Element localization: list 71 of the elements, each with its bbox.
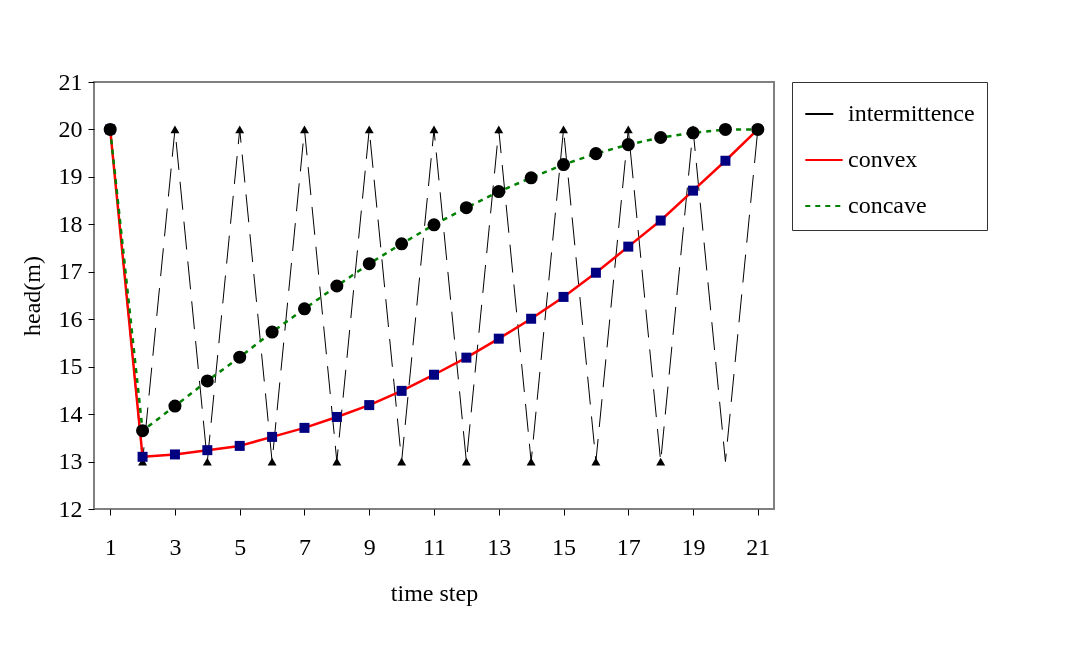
legend-label: intermittence [848,100,975,126]
point [234,440,245,451]
point [364,400,375,411]
point [686,126,700,140]
point [267,431,278,442]
y-axis-title: head(m) [18,256,45,336]
point [429,369,439,380]
y-tick-label: 16 [58,305,83,332]
point [200,374,214,388]
point [751,122,765,136]
x-tick-label: 19 [681,533,706,560]
point [168,399,182,413]
point [654,131,668,145]
y-tick-label: 14 [58,400,83,427]
y-tick-label: 18 [58,210,83,237]
point [137,451,148,462]
point [459,201,473,215]
x-tick-label: 9 [363,533,376,560]
y-tick-label: 13 [58,448,83,475]
y-tick-label: 21 [58,68,83,95]
y-tick-label: 17 [58,258,83,285]
legend-label: concave [848,192,927,218]
point [299,422,310,433]
y-tick-label: 12 [58,495,83,522]
point [233,350,247,364]
point [494,125,504,134]
point [300,125,309,134]
x-tick-label: 11 [422,533,447,560]
point [655,215,666,226]
x-tick-label: 21 [746,533,771,560]
x-tick-label: 13 [487,533,512,560]
point [492,185,506,199]
point [362,257,376,271]
point [688,185,699,196]
point [331,411,342,422]
y-tick-label: 20 [58,115,83,142]
x-tick-label: 17 [616,533,641,560]
point [461,352,472,363]
point [623,241,634,252]
point [136,424,150,438]
point [493,333,504,344]
x-tick-label: 3 [169,533,182,560]
point [559,125,568,134]
point [621,138,635,152]
point [169,449,180,460]
x-axis-title: time step [390,579,479,606]
x-tick-label: 5 [234,533,247,560]
point [557,158,571,172]
point [297,302,311,316]
legend-label: convex [848,146,918,172]
point [202,445,213,456]
point [589,147,603,161]
point [558,291,569,302]
point [427,218,441,232]
point [524,171,538,185]
point [235,125,245,134]
point [395,237,409,251]
x-tick-label: 15 [552,533,577,560]
x-tick-label: 7 [298,533,311,560]
point [720,155,731,166]
point [396,385,407,396]
point [590,267,601,278]
point [429,125,439,134]
point [718,122,732,136]
x-tick-label: 1 [104,533,117,560]
point [330,279,344,293]
y-tick-label: 19 [58,163,83,190]
point [623,125,633,134]
y-tick-label: 15 [58,353,83,380]
point [265,325,279,339]
point [526,313,537,324]
